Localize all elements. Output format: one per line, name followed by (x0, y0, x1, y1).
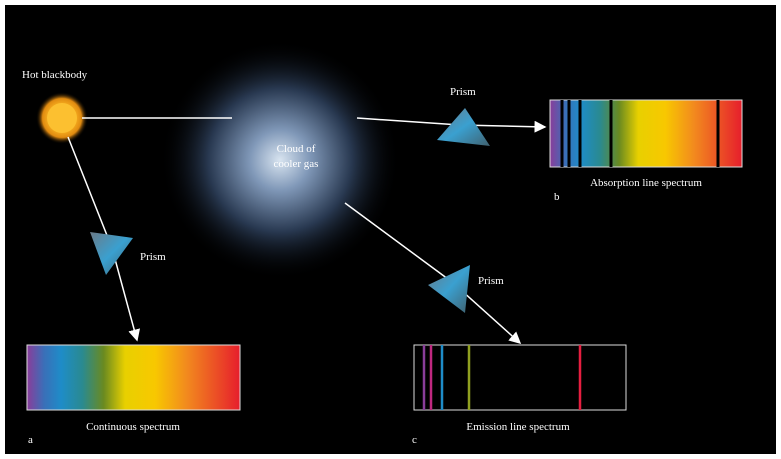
panel-letter: c (412, 434, 417, 446)
caption: Absorption line spectrum (590, 177, 702, 189)
prism-label: Prism (450, 86, 476, 98)
prism (437, 108, 490, 146)
continuous-spectrum (26, 344, 241, 411)
prism (90, 232, 133, 275)
panel-letter: b (554, 191, 560, 203)
caption: Continuous spectrum (86, 421, 180, 433)
prism-label: Prism (478, 275, 504, 287)
emission-spectrum (413, 344, 627, 411)
gas-cloud (160, 40, 400, 280)
absorption-lines (560, 100, 720, 167)
emission-lines (422, 345, 582, 410)
cloud-label: cooler gas (274, 158, 319, 170)
prism (428, 265, 470, 313)
source-label: Hot blackbody (22, 69, 88, 81)
absorption-spectrum (549, 99, 743, 168)
prism-label: Prism (140, 251, 166, 263)
cloud-label: Cloud of (277, 143, 316, 155)
blackbody (47, 103, 77, 133)
caption: Emission line spectrum (466, 421, 570, 433)
panel-letter: a (28, 434, 33, 446)
